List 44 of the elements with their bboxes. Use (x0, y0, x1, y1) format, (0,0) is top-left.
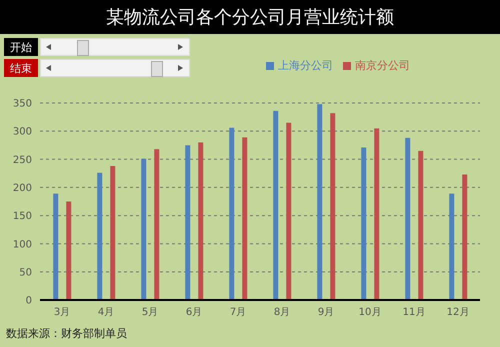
y-tick-label: 350 (12, 98, 32, 110)
y-tick-label: 200 (12, 182, 32, 194)
text: 开始 (4, 38, 38, 56)
bar (462, 174, 468, 300)
bar (154, 149, 160, 300)
y-tick-label: 0 (26, 296, 32, 307)
chart-title: 某物流公司各个分公司月营业统计额 (0, 0, 500, 34)
bar (97, 172, 102, 300)
y-tick-label: 300 (12, 126, 32, 138)
bar (330, 113, 336, 300)
x-tick-label: 4月 (98, 307, 114, 318)
x-tick-label: 11月 (402, 307, 426, 318)
x-tick-label: 12月 (446, 307, 470, 318)
bar (361, 147, 366, 300)
x-tick-label: 7月 (230, 307, 246, 318)
x-tick-label: 6月 (186, 307, 202, 318)
y-tick-label: 250 (12, 154, 32, 166)
bar (242, 137, 248, 300)
bar (229, 128, 234, 300)
y-tick-label: 150 (12, 211, 32, 222)
bar (405, 138, 410, 300)
x-tick-label: 9月 (318, 307, 334, 318)
bar (141, 158, 146, 300)
bar (449, 194, 454, 300)
bar (418, 150, 424, 300)
x-tick-label: 3月 (54, 307, 70, 318)
y-tick-label: 50 (19, 267, 32, 278)
text: 结束 (4, 59, 38, 77)
legend-label: 上海分公司 (278, 59, 333, 72)
x-tick-label: 10月 (358, 307, 382, 318)
bar (273, 110, 278, 300)
bar (198, 142, 204, 300)
bar (286, 122, 292, 300)
bar (53, 194, 58, 300)
bar (110, 166, 116, 300)
bar (185, 145, 190, 300)
x-tick-label: 5月 (142, 307, 158, 318)
source-note: 数据来源：财务部制单员 (6, 326, 127, 341)
x-tick-label: 8月 (274, 307, 290, 318)
y-tick-label: 100 (12, 239, 32, 250)
bar (374, 128, 380, 300)
bar (317, 104, 322, 300)
legend-label: 南京分公司 (355, 59, 410, 72)
bar (66, 202, 72, 300)
